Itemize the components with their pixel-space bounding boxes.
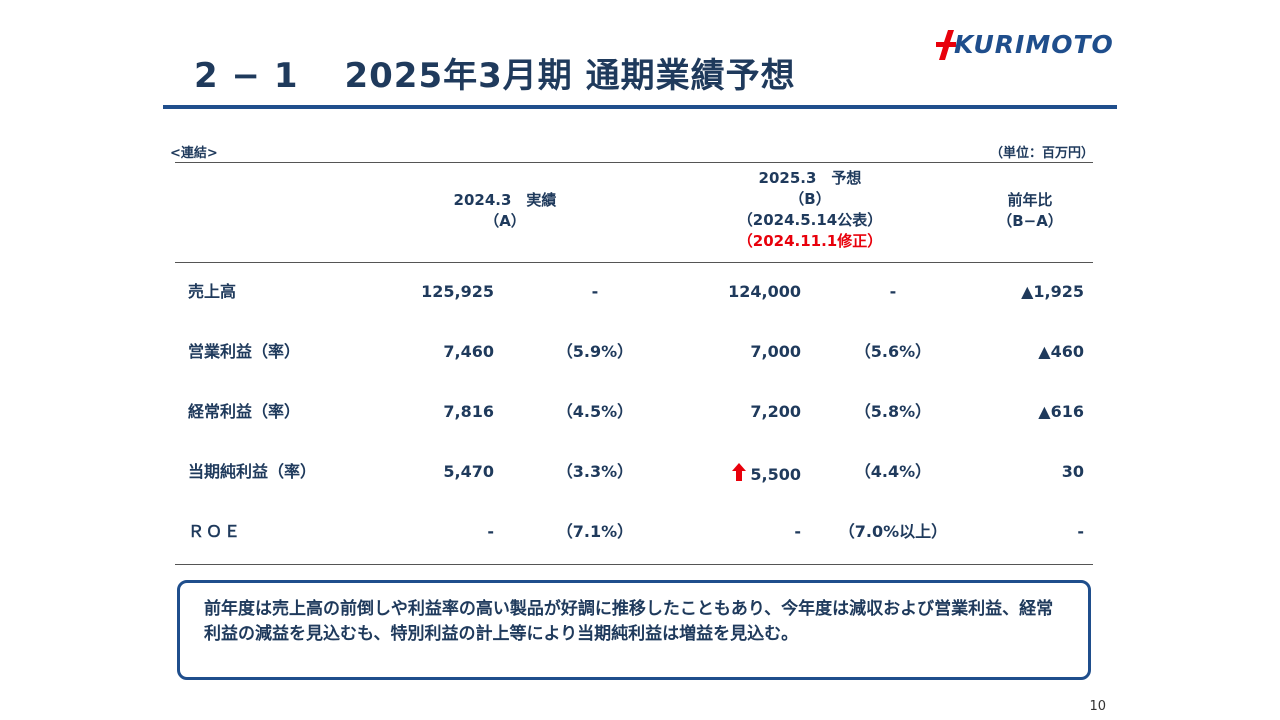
b-value: 7,200 (750, 402, 801, 421)
col-header-a: 2024.3 実績 （A） (420, 190, 590, 232)
summary-note-box: 前年度は売上高の前倒しや利益率の高い製品が好調に推移したこともあり、今年度は減収… (177, 580, 1091, 680)
row-label: 経常利益（率） (188, 402, 301, 421)
section-number: 2 − 1 (194, 56, 299, 96)
summary-note-text: 前年度は売上高の前倒しや利益率の高い製品が好調に推移したこともあり、今年度は減収… (204, 599, 1054, 644)
a-rate: - (591, 282, 599, 301)
diff-value: ▲1,925 (1021, 282, 1084, 301)
a-value: 5,470 (443, 462, 494, 481)
page-number: 10 (1089, 699, 1106, 714)
b-rate: （5.8%） (854, 402, 932, 421)
b-value: 124,000 (728, 282, 801, 301)
kurimoto-logo: KURIMOTO (934, 28, 1113, 62)
table-bottom-rule (175, 564, 1093, 565)
a-rate: （3.3%） (556, 462, 634, 481)
logo-text: KURIMOTO (954, 30, 1114, 59)
row-label: 売上高 (188, 282, 237, 301)
up-arrow-icon (732, 463, 747, 481)
a-value: - (487, 522, 494, 541)
row-label: 営業利益（率） (188, 342, 301, 361)
col-b-line1: 2025.3 予想 (758, 169, 862, 187)
col-a-line1: 2024.3 実績 (453, 191, 557, 209)
col-header-diff: 前年比 （B−A） (980, 190, 1080, 232)
unit-label: （単位：百万円） (989, 146, 1094, 161)
b-rate: （5.6%） (854, 342, 932, 361)
col-a-line2: （A） (484, 212, 526, 230)
diff-value: - (1077, 522, 1084, 541)
header-bottom-rule (175, 262, 1093, 263)
col-diff-line1: 前年比 (1007, 191, 1053, 209)
diff-value: ▲616 (1038, 402, 1084, 421)
title-underline (163, 105, 1117, 109)
a-value: 125,925 (421, 282, 494, 301)
b-value: - (794, 522, 801, 541)
col-diff-line2: （B−A） (997, 212, 1063, 230)
col-b-revision-date: （2024.11.1修正） (737, 232, 883, 250)
diff-value: ▲460 (1038, 342, 1084, 361)
logo-mark-icon (936, 30, 956, 60)
b-value: 7,000 (750, 342, 801, 361)
b-value-revised: 5,500 (732, 462, 801, 485)
b-rate: （4.4%） (854, 462, 932, 481)
a-rate: （4.5%） (556, 402, 634, 421)
a-value: 7,460 (443, 342, 494, 361)
col-b-line3: （2024.5.14公表） (737, 211, 883, 229)
b-value: 5,500 (750, 465, 801, 484)
col-header-b: 2025.3 予想 （B） （2024.5.14公表） （2024.11.1修正… (720, 168, 900, 252)
scope-label: <連結> (170, 146, 218, 161)
diff-value: 30 (1061, 462, 1084, 481)
a-rate: （7.1%） (556, 522, 634, 541)
b-rate: （7.0%以上） (838, 522, 948, 541)
page-title: 2 − 1 2025年3月期 通期業績予想 (194, 48, 796, 97)
row-label: 当期純利益（率） (188, 462, 317, 481)
a-rate: （5.9%） (556, 342, 634, 361)
section-title: 2025年3月期 通期業績予想 (344, 56, 796, 96)
col-b-line2: （B） (789, 190, 831, 208)
a-value: 7,816 (443, 402, 494, 421)
table-top-rule (175, 162, 1093, 163)
b-rate: - (889, 282, 897, 301)
row-label: ＲＯＥ (188, 522, 243, 541)
